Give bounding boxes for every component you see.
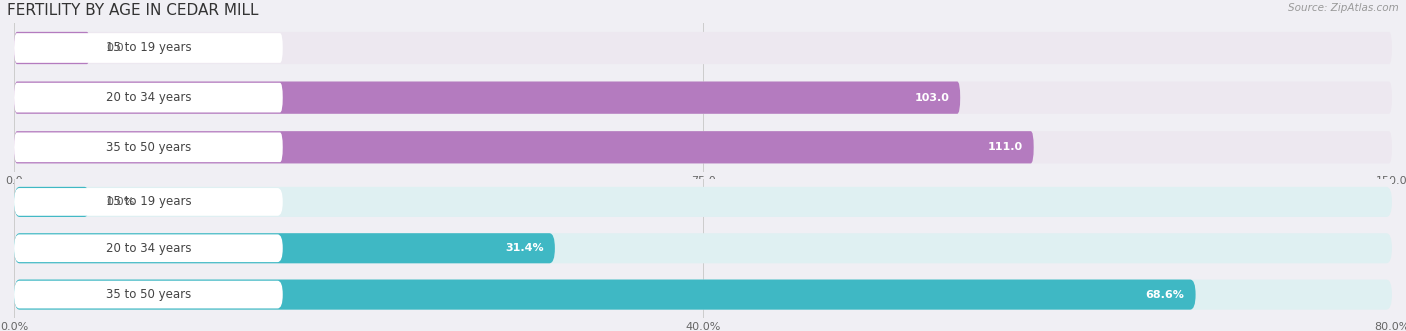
Text: 35 to 50 years: 35 to 50 years <box>105 141 191 154</box>
Text: 20 to 34 years: 20 to 34 years <box>105 91 191 104</box>
FancyBboxPatch shape <box>14 81 1392 114</box>
FancyBboxPatch shape <box>14 33 283 63</box>
FancyBboxPatch shape <box>14 234 283 262</box>
FancyBboxPatch shape <box>14 233 1392 263</box>
FancyBboxPatch shape <box>14 81 960 114</box>
FancyBboxPatch shape <box>14 132 283 162</box>
FancyBboxPatch shape <box>14 32 1392 64</box>
Text: 15 to 19 years: 15 to 19 years <box>105 195 191 209</box>
Text: 68.6%: 68.6% <box>1146 290 1185 300</box>
FancyBboxPatch shape <box>14 32 90 64</box>
Text: FERTILITY BY AGE IN CEDAR MILL: FERTILITY BY AGE IN CEDAR MILL <box>7 3 259 18</box>
FancyBboxPatch shape <box>14 187 90 217</box>
Text: 31.4%: 31.4% <box>505 243 544 253</box>
Text: Source: ZipAtlas.com: Source: ZipAtlas.com <box>1288 3 1399 13</box>
FancyBboxPatch shape <box>14 279 1195 310</box>
Text: 35 to 50 years: 35 to 50 years <box>105 288 191 301</box>
FancyBboxPatch shape <box>14 187 1392 217</box>
FancyBboxPatch shape <box>14 233 555 263</box>
FancyBboxPatch shape <box>14 281 283 308</box>
FancyBboxPatch shape <box>14 188 283 216</box>
FancyBboxPatch shape <box>14 83 283 113</box>
FancyBboxPatch shape <box>14 131 1033 164</box>
Text: 20 to 34 years: 20 to 34 years <box>105 242 191 255</box>
Text: 103.0: 103.0 <box>914 93 949 103</box>
Text: 0.0: 0.0 <box>107 43 124 53</box>
Text: 111.0: 111.0 <box>987 142 1022 152</box>
FancyBboxPatch shape <box>14 131 1392 164</box>
Text: 0.0%: 0.0% <box>107 197 135 207</box>
Text: 15 to 19 years: 15 to 19 years <box>105 41 191 55</box>
FancyBboxPatch shape <box>14 279 1392 310</box>
